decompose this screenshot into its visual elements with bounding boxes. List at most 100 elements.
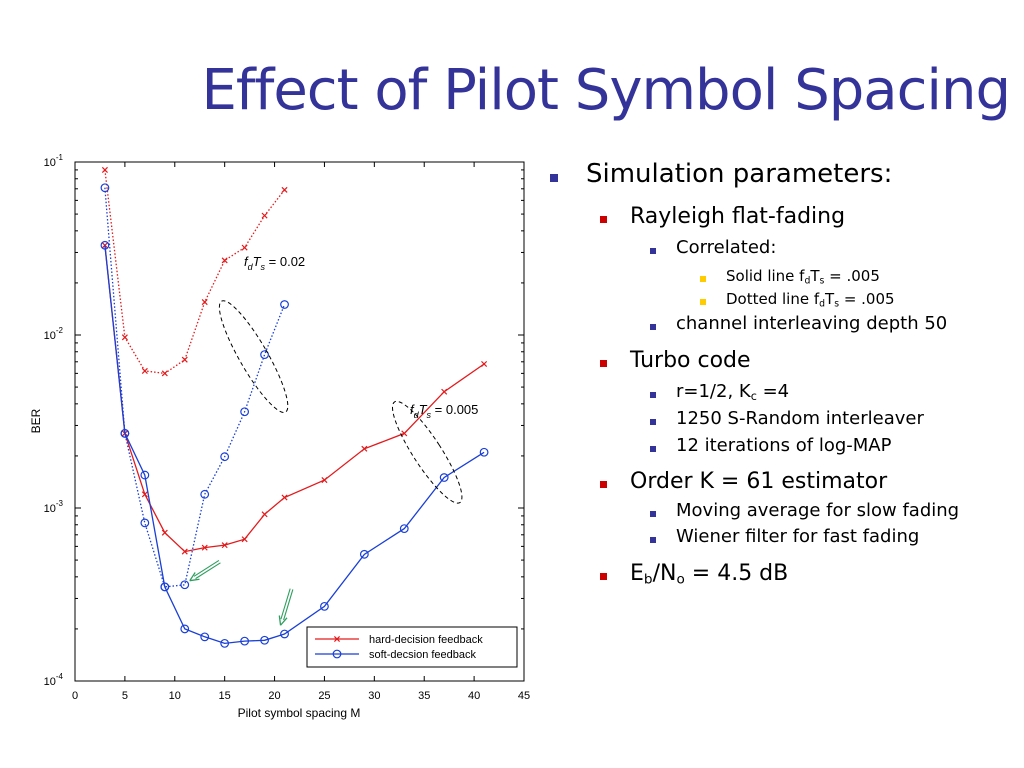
bullet-wiener-filter: Wiener filter for fast fading — [548, 527, 1018, 548]
data-point-circle — [220, 638, 230, 648]
legend-box — [306, 626, 518, 668]
legend-label: hard-decision feedback — [369, 634, 483, 646]
data-point-circle — [220, 452, 230, 462]
data-point-x — [281, 494, 288, 501]
data-point-circle — [399, 524, 409, 534]
annotation-ellipse — [391, 400, 463, 504]
arrow-shaft — [280, 588, 291, 620]
data-point-x — [141, 491, 148, 498]
y-tick-label: 10-2 — [44, 326, 64, 342]
data-point-circle — [200, 632, 210, 642]
data-point-x — [161, 370, 168, 377]
bullet-turbo-code: Turbo code — [548, 348, 1018, 373]
data-point-x — [121, 334, 128, 341]
bullet-rayleigh: Rayleigh flat-fading — [548, 204, 1018, 229]
legend-label: soft-decsion feedback — [369, 649, 477, 661]
data-point-x — [161, 529, 168, 536]
data-point-circle — [180, 580, 190, 590]
legend: hard-decision feedback soft-decsion feedb… — [306, 626, 518, 668]
bullet-simulation-parameters: Simulation parameters: — [548, 159, 1018, 190]
y-axis-label: BER — [29, 408, 43, 433]
bullet-correlated: Correlated: — [548, 237, 1018, 259]
arrow-shaft — [283, 589, 294, 621]
x-tick-label: 30 — [368, 690, 380, 702]
data-point-circle — [240, 407, 250, 417]
data-point-x — [441, 388, 448, 395]
solid-soft-series-line — [104, 245, 485, 645]
data-point-circle — [140, 518, 150, 528]
bullet-interleaving: channel interleaving depth 50 — [548, 314, 1018, 335]
data-point-x — [101, 166, 108, 173]
data-point-circle — [100, 183, 110, 193]
annotation-label: fdTs = 0.005 — [410, 402, 478, 420]
x-tick-label: 10 — [169, 690, 181, 702]
green-arrow — [189, 559, 221, 582]
y-tick-label: 10-1 — [44, 153, 64, 169]
x-tick-label: 0 — [72, 690, 78, 702]
series-layer — [100, 166, 489, 648]
x-tick-label: 15 — [219, 690, 231, 702]
data-point-circle — [359, 549, 369, 559]
y-tick-label: 10-4 — [44, 672, 64, 688]
arrow-head — [278, 615, 288, 626]
bullet-solid-line: Solid line fdTs = .005 — [548, 267, 1018, 285]
data-point-x — [221, 542, 228, 549]
data-point-circle — [200, 489, 210, 499]
data-point-x — [201, 299, 208, 306]
axis-ticks: 0 5 10 15 20 25 30 35 40 45 10-1 10-2 10-3 10-4 — [44, 153, 531, 702]
data-point-x — [321, 477, 328, 484]
data-point-x — [181, 356, 188, 363]
data-point-circle — [479, 447, 489, 457]
x-tick-label: 40 — [468, 690, 480, 702]
annotation-ellipse — [218, 300, 289, 413]
data-point-x — [261, 212, 268, 219]
data-point-circle — [240, 636, 250, 646]
data-point-x — [281, 186, 288, 193]
data-point-x — [261, 511, 268, 518]
data-point-circle — [260, 350, 269, 360]
legend-marker-x — [333, 635, 341, 643]
ber-chart: 0 5 10 15 20 25 30 35 40 45 10-1 10-2 10-3 10-4 fdTs … — [29, 153, 531, 720]
y-tick-label: 10-3 — [44, 499, 64, 515]
plot-area — [74, 161, 525, 682]
data-point-circle — [280, 300, 289, 309]
slide-title: Effect of Pilot Symbol Spacing — [201, 58, 1011, 123]
data-point-x — [201, 544, 208, 551]
data-point-circle — [320, 601, 329, 611]
bullet-eb-no: Eb/No = 4.5 dB — [548, 561, 1018, 586]
arrow-head — [189, 572, 200, 582]
data-point-circle — [160, 582, 170, 592]
data-point-circle — [280, 629, 289, 639]
data-point-x — [241, 536, 248, 543]
data-point-x — [221, 257, 228, 264]
data-point-x — [241, 244, 248, 251]
data-point-circle — [100, 240, 110, 250]
x-tick-label: 45 — [518, 690, 530, 702]
data-point-circle — [120, 428, 130, 438]
data-point-circle — [439, 473, 449, 482]
bullet-list: Simulation parameters: Rayleigh flat-fad… — [548, 159, 1018, 586]
x-tick-label: 5 — [122, 690, 128, 702]
bullet-order-estimator: Order K = 61 estimator — [548, 469, 1018, 494]
x-tick-label: 20 — [268, 690, 280, 702]
legend-marker-circle — [332, 649, 342, 659]
data-point-x — [361, 445, 368, 452]
annotation-label: fdTs = 0.02 — [244, 254, 305, 272]
bullet-iterations: 12 iterations of log-MAP — [548, 435, 1018, 457]
bullet-code-rate: r=1/2, Kc =4 — [548, 382, 1018, 403]
green-arrow — [278, 588, 294, 626]
data-point-x — [141, 367, 148, 374]
data-point-x — [181, 548, 188, 555]
data-point-circle — [260, 635, 269, 645]
bullet-srandom: 1250 S-Random interleaver — [548, 408, 1018, 430]
bullet-moving-average: Moving average for slow fading — [548, 500, 1018, 522]
data-point-circle — [180, 624, 190, 634]
data-point-circle — [140, 470, 150, 480]
arrow-shaft — [193, 559, 220, 577]
arrow-shaft — [195, 562, 221, 580]
bullet-dotted-line: Dotted line fdTs = .005 — [548, 291, 1018, 309]
x-tick-label: 35 — [418, 690, 430, 702]
data-point-x — [481, 360, 488, 368]
annotation-layer: fdTs = 0.02 fdTs = 0.005 — [189, 254, 478, 626]
data-point-x — [401, 430, 408, 437]
